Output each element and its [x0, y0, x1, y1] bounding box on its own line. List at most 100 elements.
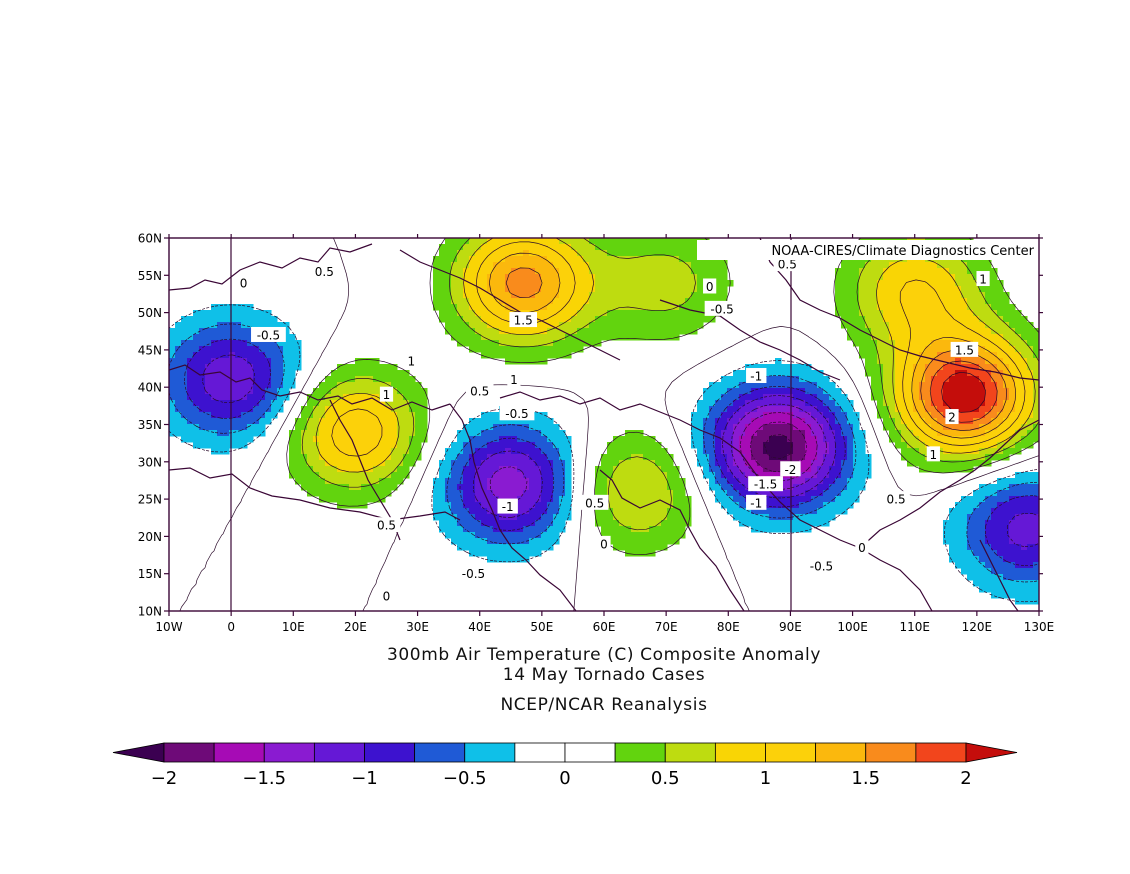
field-cell: [505, 358, 512, 365]
field-cell: [361, 394, 368, 401]
field-cell: [553, 490, 560, 497]
field-cell: [607, 292, 614, 299]
field-cell: [877, 394, 884, 401]
field-cell: [643, 328, 650, 335]
field-cell: [631, 238, 638, 245]
field-cell: [481, 292, 488, 299]
contour-label: 0.5: [778, 258, 797, 272]
field-cell: [469, 286, 476, 293]
field-cell: [937, 310, 944, 317]
field-cell: [967, 286, 974, 293]
field-cell: [925, 340, 932, 347]
contour-label-box: [372, 517, 401, 533]
contour-label: -1: [750, 370, 762, 384]
field-cell: [721, 448, 728, 455]
field-cell: [655, 322, 662, 329]
field-cell: [925, 400, 932, 407]
field-cell: [733, 382, 740, 389]
field-cell: [967, 406, 974, 413]
field-cell: [343, 478, 350, 485]
field-cell: [685, 310, 692, 317]
field-cell: [517, 286, 524, 293]
field-cell: [961, 412, 968, 419]
field-cell: [1015, 430, 1022, 437]
field-cell: [613, 292, 620, 299]
field-cell: [529, 304, 536, 311]
field-cell: [523, 274, 530, 281]
field-cell: [883, 268, 890, 275]
field-cell: [301, 436, 308, 443]
field-cell: [991, 298, 998, 305]
field-cell: [211, 406, 218, 413]
field-cell: [193, 406, 200, 413]
field-cell: [469, 298, 476, 305]
field-cell: [487, 430, 494, 437]
field-cell: [367, 418, 374, 425]
field-cell: [631, 472, 638, 479]
field-cell: [433, 256, 440, 263]
field-cell: [733, 496, 740, 503]
field-cell: [547, 244, 554, 251]
field-cell: [295, 448, 302, 455]
field-cell: [529, 418, 536, 425]
field-cell: [445, 508, 452, 515]
field-cell: [181, 340, 188, 347]
field-cell: [793, 430, 800, 437]
field-cell: [991, 412, 998, 419]
field-cell: [523, 478, 530, 485]
field-cell: [559, 454, 566, 461]
field-cell: [301, 406, 308, 413]
field-cell: [265, 340, 272, 347]
field-cell: [769, 526, 776, 533]
field-cell: [241, 310, 248, 317]
field-cell: [673, 292, 680, 299]
field-cell: [607, 490, 614, 497]
field-cell: [511, 484, 518, 491]
field-cell: [853, 316, 860, 323]
field-cell: [583, 268, 590, 275]
field-cell: [463, 298, 470, 305]
field-cell: [619, 442, 626, 449]
field-cell: [391, 400, 398, 407]
field-cell: [787, 418, 794, 425]
field-cell: [859, 478, 866, 485]
field-cell: [739, 412, 746, 419]
field-cell: [871, 346, 878, 353]
field-cell: [625, 526, 632, 533]
field-cell: [733, 442, 740, 449]
field-cell: [1033, 436, 1039, 443]
field-cell: [1027, 496, 1034, 503]
field-cell: [685, 286, 692, 293]
field-cell: [649, 256, 656, 263]
field-cell: [847, 280, 854, 287]
field-cell: [823, 400, 830, 407]
field-cell: [193, 436, 200, 443]
field-cell: [1033, 562, 1039, 569]
field-cell: [481, 448, 488, 455]
field-cell: [289, 340, 296, 347]
field-cell: [661, 280, 668, 287]
field-cell: [913, 382, 920, 389]
field-cell: [667, 268, 674, 275]
field-cell: [637, 490, 644, 497]
field-cell: [349, 442, 356, 449]
field-cell: [457, 538, 464, 545]
field-cell: [403, 424, 410, 431]
field-cell: [619, 262, 626, 269]
lon-tick-label: 120E: [962, 620, 993, 634]
field-cell: [607, 244, 614, 251]
field-cell: [775, 424, 782, 431]
field-cell: [1015, 418, 1022, 425]
field-cell: [835, 460, 842, 467]
field-cell: [205, 418, 212, 425]
field-cell: [973, 322, 980, 329]
field-cell: [787, 370, 794, 377]
field-cell: [895, 268, 902, 275]
field-cell: [973, 334, 980, 341]
field-cell: [535, 418, 542, 425]
field-cell: [931, 412, 938, 419]
field-cell: [967, 274, 974, 281]
field-cell: [745, 412, 752, 419]
field-cell: [721, 394, 728, 401]
field-cell: [361, 436, 368, 443]
